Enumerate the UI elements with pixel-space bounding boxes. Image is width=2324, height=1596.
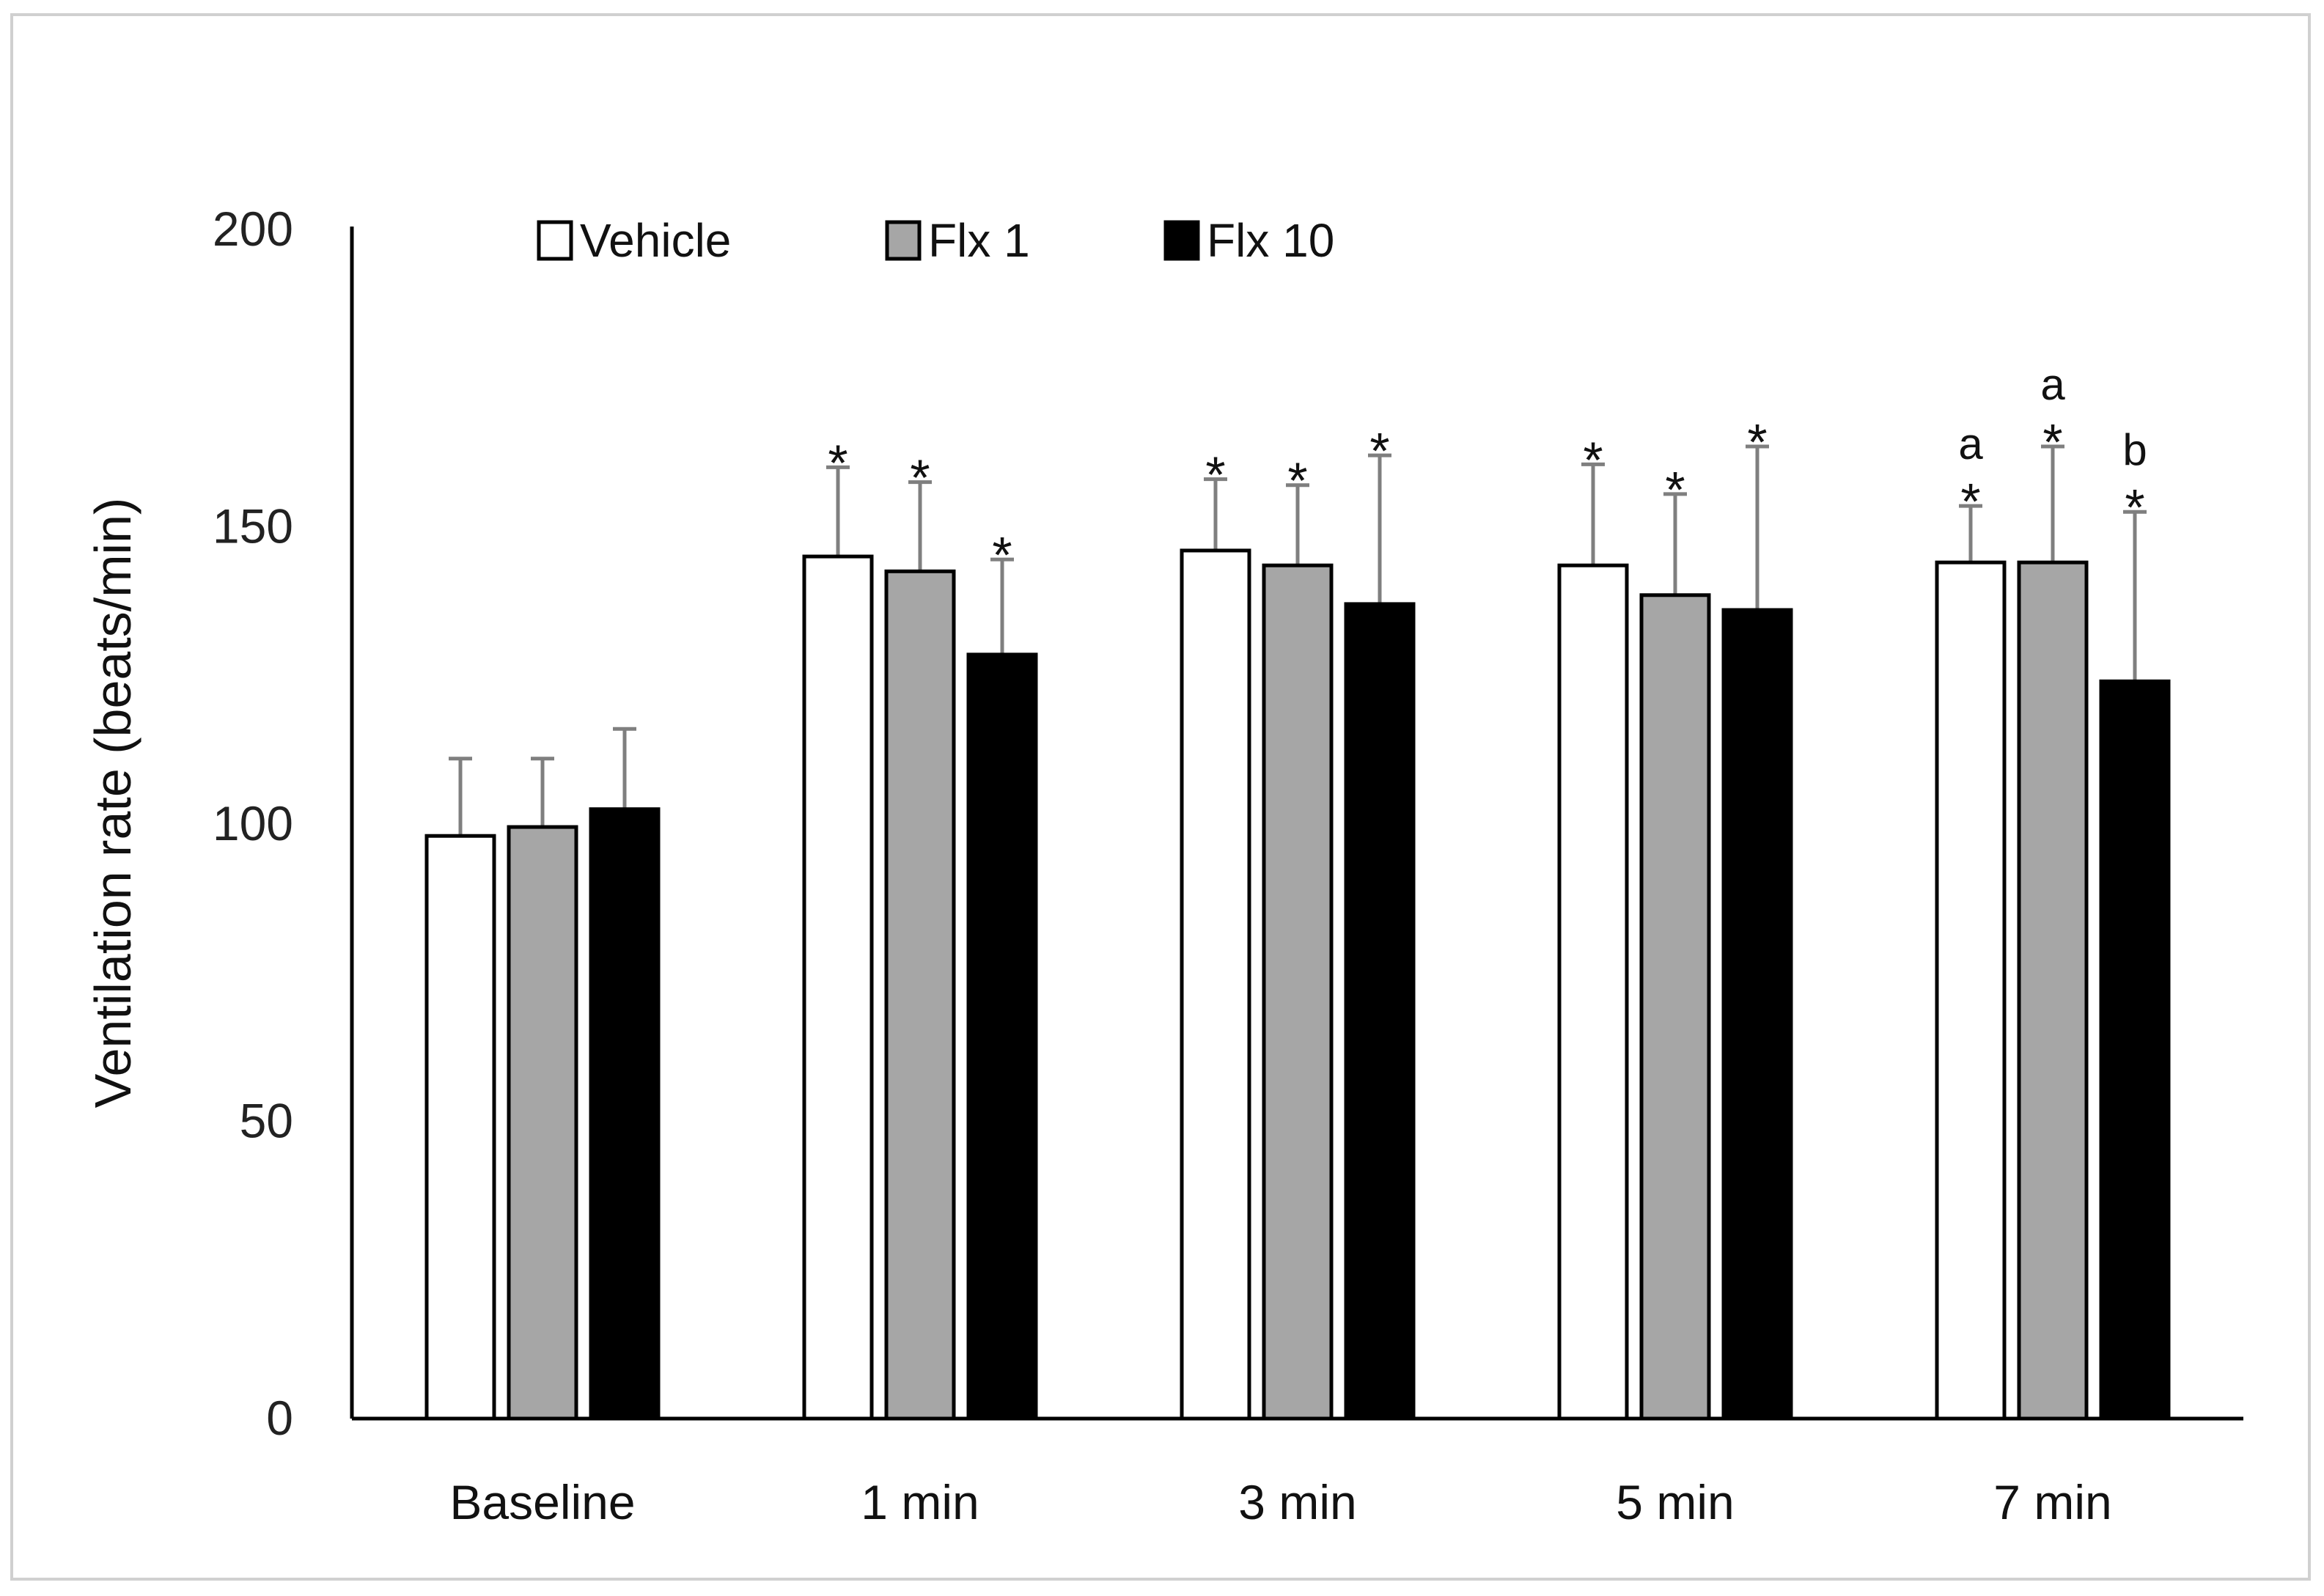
legend-label: Vehicle (580, 214, 731, 267)
bar-flx-10 (968, 655, 1036, 1419)
significance-star: * (1665, 461, 1685, 518)
significance-star: * (1747, 413, 1767, 471)
bar-vehicle (1182, 551, 1249, 1419)
bar-chart: Ventilation rate (beats/min) 0 50 100 150 20… (0, 0, 2324, 1596)
y-tick-label: 50 (240, 1094, 293, 1148)
bar-vehicle (1559, 565, 1627, 1419)
group-letter: a (1958, 419, 1983, 468)
y-tick-label: 0 (266, 1391, 293, 1445)
x-tick-label: 5 min (1616, 1475, 1734, 1529)
legend-swatch (1166, 222, 1198, 259)
bar-flx-10 (1346, 604, 1413, 1419)
significance-star: * (2042, 413, 2062, 471)
bar-vehicle (804, 556, 872, 1419)
bar-flx-1 (886, 571, 954, 1419)
significance-star: * (1960, 473, 1980, 530)
significance-star: * (1205, 446, 1225, 504)
group-letter: b (2122, 425, 2147, 474)
x-tick-label: 7 min (1993, 1475, 2111, 1529)
bar-flx-10 (1724, 610, 1791, 1419)
legend-label: Flx 10 (1207, 214, 1334, 267)
group-letter: a (2040, 360, 2065, 409)
legend-swatch (539, 222, 571, 259)
significance-star: * (910, 449, 930, 507)
significance-star: * (1583, 431, 1603, 488)
bar-flx-10 (2101, 681, 2169, 1419)
significance-star: * (1369, 422, 1389, 479)
x-tick-label: 1 min (861, 1475, 979, 1529)
legend-label: Flx 1 (928, 214, 1030, 267)
bar-vehicle (427, 836, 494, 1419)
y-tick-label: 100 (213, 796, 293, 850)
significance-star: * (1287, 452, 1307, 510)
bar-flx-1 (1641, 595, 1709, 1419)
bar-flx-10 (591, 809, 658, 1419)
y-axis-label: Ventilation rate (beats/min) (84, 498, 141, 1108)
bar-flx-1 (2019, 562, 2086, 1419)
x-tick-label: 3 min (1238, 1475, 1356, 1529)
bar-flx-1 (509, 827, 576, 1419)
significance-star: * (2125, 479, 2144, 536)
bar-flx-1 (1264, 565, 1331, 1419)
significance-star: * (992, 526, 1012, 584)
significance-star: * (828, 434, 847, 491)
x-tick-label: Baseline (449, 1475, 635, 1529)
bar-vehicle (1937, 562, 2004, 1419)
y-tick-label: 150 (213, 499, 293, 554)
y-tick-label: 200 (213, 202, 293, 256)
legend-swatch (887, 222, 919, 259)
